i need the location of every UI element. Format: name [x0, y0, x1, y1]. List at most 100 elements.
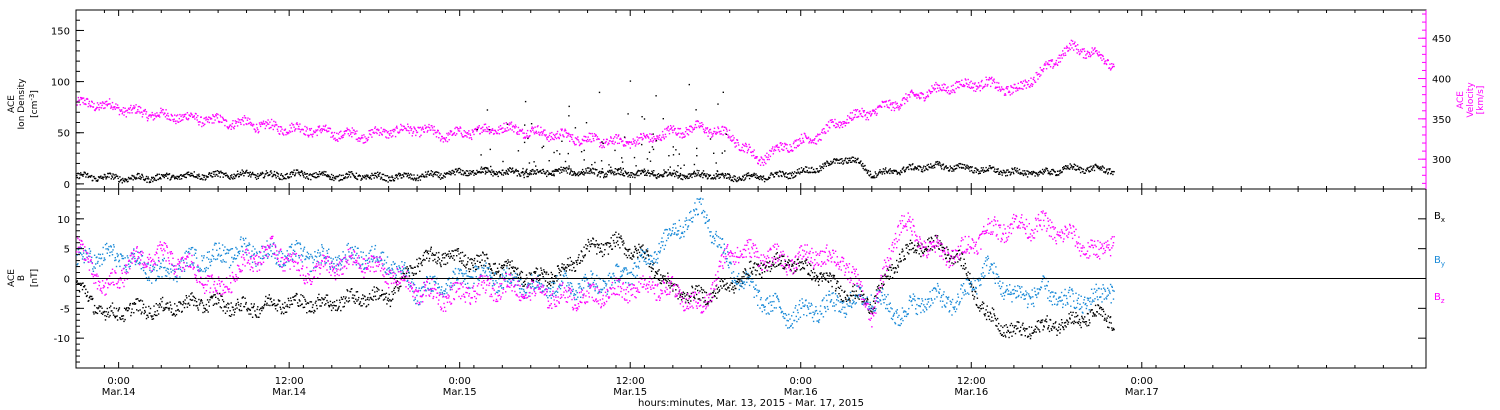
density-point	[506, 123, 509, 125]
velocity-point	[883, 105, 886, 108]
velocity-point	[872, 110, 875, 112]
density-point	[494, 173, 496, 175]
velocity-point	[893, 109, 896, 112]
density-point	[522, 171, 524, 173]
bx-point	[724, 288, 727, 290]
bx-point	[189, 304, 191, 306]
velocity-point	[975, 90, 977, 92]
bx-point	[156, 310, 159, 312]
density-point	[217, 170, 220, 173]
velocity-point	[305, 130, 307, 132]
velocity-point	[463, 130, 465, 132]
density-point	[761, 179, 763, 181]
density-point	[845, 157, 847, 159]
velocity-point	[728, 129, 731, 131]
density-point	[259, 172, 262, 174]
bx-point	[168, 307, 171, 309]
velocity-point	[427, 126, 430, 128]
bx-point	[411, 267, 413, 269]
bx-point	[383, 298, 386, 300]
bx-point	[446, 253, 448, 256]
density-point	[777, 171, 779, 174]
density-point	[402, 174, 404, 176]
bx-point	[615, 231, 617, 233]
velocity-point	[973, 90, 975, 92]
velocity-point	[1047, 63, 1049, 66]
bx-point	[511, 260, 513, 262]
velocity-point	[676, 134, 678, 136]
density-point	[299, 174, 302, 177]
velocity-point	[1063, 54, 1065, 57]
velocity-point	[564, 128, 566, 130]
velocity-point	[539, 134, 541, 136]
density-point	[690, 174, 692, 176]
bx-point	[738, 278, 740, 280]
velocity-point	[591, 132, 593, 135]
bx-point	[385, 296, 387, 298]
density-point	[231, 174, 233, 176]
density-point	[431, 171, 434, 173]
bx-point	[442, 253, 445, 255]
bx-point	[288, 306, 291, 309]
bx-point	[258, 316, 260, 318]
density-point	[371, 172, 373, 175]
density-point	[948, 170, 950, 172]
bx-point	[577, 259, 579, 261]
bx-point	[559, 269, 561, 271]
density-point	[840, 158, 842, 160]
bx-point	[549, 280, 551, 283]
density-point	[1104, 172, 1107, 174]
density-point	[326, 174, 329, 176]
density-point	[274, 174, 276, 176]
density-point	[493, 171, 495, 173]
bx-point	[468, 270, 471, 273]
density-point	[719, 176, 721, 179]
bx-point	[161, 296, 164, 299]
velocity-point	[645, 137, 647, 139]
velocity-point	[315, 129, 317, 131]
velocity-point	[153, 114, 155, 117]
velocity-point	[353, 133, 356, 135]
velocity-point	[482, 126, 484, 128]
bx-point	[695, 285, 697, 287]
bx-point	[453, 259, 456, 261]
density-point	[276, 171, 278, 174]
bx-point	[577, 256, 580, 259]
velocity-point	[346, 127, 348, 129]
velocity-point	[182, 119, 184, 121]
velocity-point	[1077, 44, 1079, 46]
density-point	[1058, 174, 1060, 176]
bx-point	[144, 311, 146, 313]
density-point	[277, 173, 280, 175]
velocity-point	[130, 109, 133, 111]
density-point	[522, 174, 525, 176]
velocity-point	[322, 125, 325, 127]
density-point	[955, 167, 958, 170]
bx-point	[592, 238, 595, 240]
velocity-point	[994, 87, 996, 89]
bx-point	[621, 241, 623, 243]
density-point	[146, 178, 149, 180]
density-point	[1027, 170, 1029, 173]
velocity-point	[356, 138, 359, 140]
bx-point	[425, 249, 427, 252]
density-point	[862, 162, 864, 165]
velocity-point	[629, 141, 631, 143]
bx-point	[609, 242, 611, 245]
velocity-point	[683, 136, 686, 138]
density-point	[617, 172, 619, 175]
velocity-point	[479, 132, 481, 135]
density-point	[338, 174, 341, 176]
velocity-point	[486, 126, 488, 129]
velocity-point	[233, 127, 235, 130]
velocity-point	[735, 142, 737, 144]
bx-point	[229, 310, 231, 312]
velocity-point	[394, 135, 397, 138]
velocity-point	[464, 135, 466, 137]
density-point	[590, 171, 593, 173]
velocity-point	[287, 133, 289, 135]
bx-point	[326, 294, 329, 296]
velocity-point	[947, 86, 949, 88]
bx-point	[618, 236, 620, 239]
velocity-point	[378, 129, 380, 131]
